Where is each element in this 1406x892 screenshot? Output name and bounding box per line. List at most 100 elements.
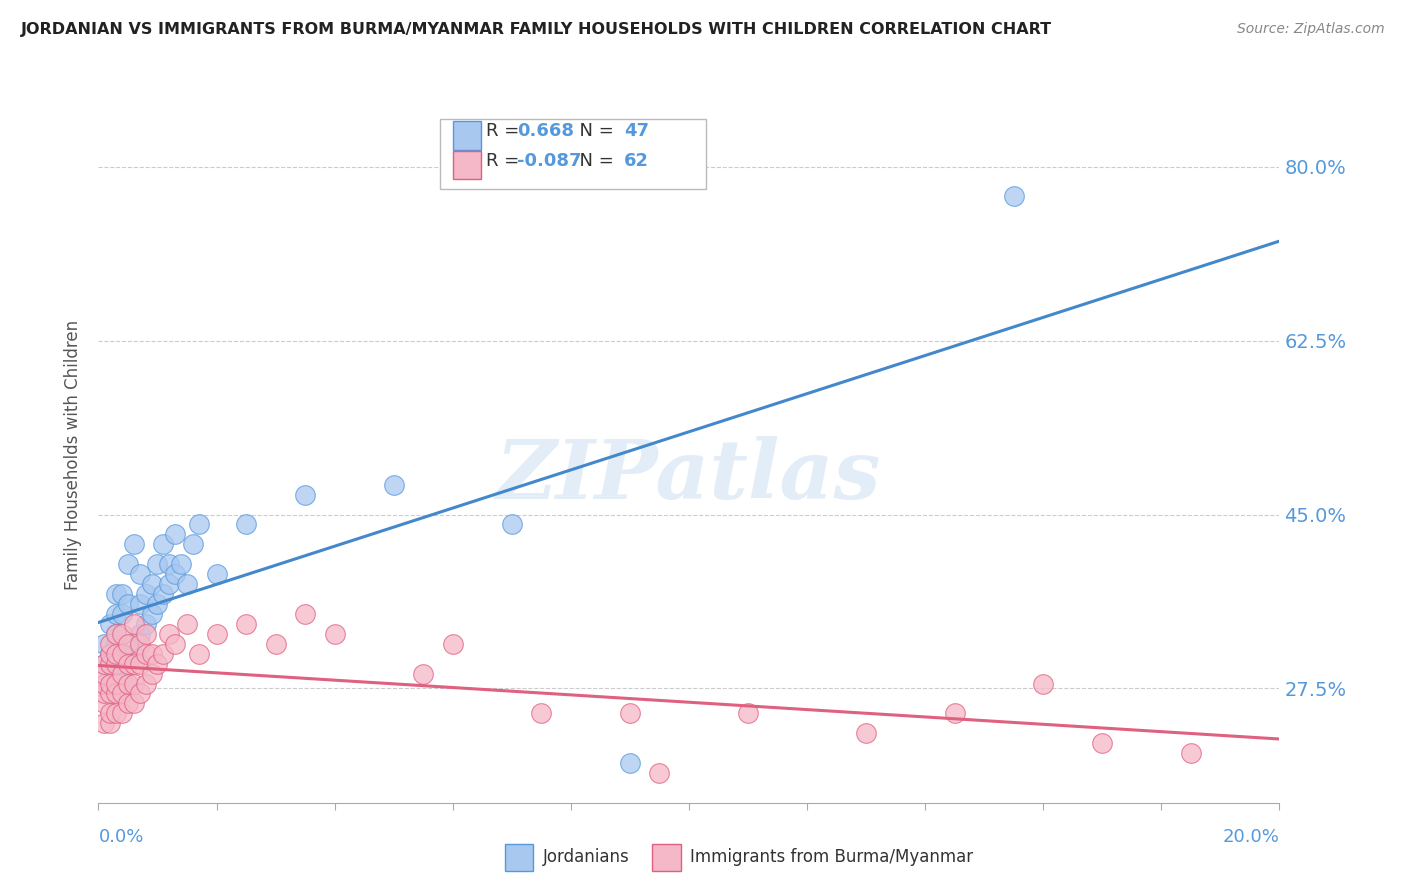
Point bbox=[111, 666, 134, 681]
Point bbox=[98, 657, 121, 671]
Text: 20.0%: 20.0% bbox=[1223, 828, 1279, 846]
Point bbox=[98, 676, 121, 690]
Point bbox=[294, 607, 316, 621]
Text: JORDANIAN VS IMMIGRANTS FROM BURMA/MYANMAR FAMILY HOUSEHOLDS WITH CHILDREN CORRE: JORDANIAN VS IMMIGRANTS FROM BURMA/MYANM… bbox=[21, 22, 1052, 37]
Point bbox=[170, 558, 193, 572]
Point bbox=[122, 676, 145, 690]
Text: ZIPatlas: ZIPatlas bbox=[496, 436, 882, 516]
Point bbox=[187, 647, 209, 661]
Point bbox=[122, 616, 145, 631]
Point bbox=[98, 647, 121, 661]
Point bbox=[111, 587, 134, 601]
Point bbox=[157, 558, 180, 572]
Point bbox=[135, 587, 157, 601]
Point bbox=[157, 627, 180, 641]
Point bbox=[105, 587, 128, 601]
Point bbox=[619, 756, 641, 770]
Point bbox=[141, 666, 163, 681]
Text: R =: R = bbox=[486, 122, 526, 140]
Point bbox=[205, 627, 228, 641]
Point bbox=[141, 577, 163, 591]
Y-axis label: Family Households with Children: Family Households with Children bbox=[65, 320, 83, 590]
Point bbox=[93, 716, 115, 731]
Point bbox=[619, 706, 641, 721]
Point bbox=[128, 657, 150, 671]
Point bbox=[93, 657, 115, 671]
Point bbox=[128, 686, 150, 700]
Point bbox=[146, 558, 169, 572]
Point bbox=[152, 587, 174, 601]
Point bbox=[105, 627, 128, 641]
Point bbox=[501, 517, 523, 532]
Point bbox=[111, 627, 134, 641]
Point bbox=[98, 706, 121, 721]
Point bbox=[111, 647, 134, 661]
Text: Immigrants from Burma/Myanmar: Immigrants from Burma/Myanmar bbox=[690, 848, 973, 866]
Point bbox=[205, 567, 228, 582]
Point bbox=[93, 697, 115, 711]
Point bbox=[117, 637, 139, 651]
Point bbox=[93, 676, 115, 690]
Point bbox=[1180, 746, 1202, 760]
Text: Source: ZipAtlas.com: Source: ZipAtlas.com bbox=[1237, 22, 1385, 37]
Point bbox=[117, 637, 139, 651]
Point bbox=[128, 627, 150, 641]
Point bbox=[111, 686, 134, 700]
Point bbox=[187, 517, 209, 532]
Point bbox=[98, 686, 121, 700]
Point bbox=[93, 666, 115, 681]
Text: Jordanians: Jordanians bbox=[543, 848, 630, 866]
Point bbox=[1032, 676, 1054, 690]
Point bbox=[105, 627, 128, 641]
Point bbox=[141, 607, 163, 621]
Point bbox=[122, 697, 145, 711]
Text: -0.087: -0.087 bbox=[517, 152, 582, 169]
Text: 0.0%: 0.0% bbox=[98, 828, 143, 846]
Point bbox=[117, 657, 139, 671]
Point bbox=[117, 597, 139, 611]
Point bbox=[135, 627, 157, 641]
Text: N =: N = bbox=[568, 122, 620, 140]
Point bbox=[530, 706, 553, 721]
Point bbox=[105, 657, 128, 671]
Text: 47: 47 bbox=[624, 122, 650, 140]
Point bbox=[105, 647, 128, 661]
Point bbox=[111, 607, 134, 621]
Point bbox=[152, 647, 174, 661]
Point bbox=[105, 676, 128, 690]
Point bbox=[93, 657, 115, 671]
Point bbox=[128, 637, 150, 651]
Point bbox=[382, 477, 405, 491]
Point bbox=[117, 697, 139, 711]
Point bbox=[235, 517, 257, 532]
Point bbox=[412, 666, 434, 681]
Point bbox=[737, 706, 759, 721]
Text: 0.668: 0.668 bbox=[517, 122, 575, 140]
Point bbox=[117, 676, 139, 690]
Point bbox=[141, 647, 163, 661]
Point bbox=[105, 637, 128, 651]
Point bbox=[98, 637, 121, 651]
Point bbox=[1002, 189, 1025, 203]
Point bbox=[122, 657, 145, 671]
Point bbox=[93, 686, 115, 700]
Point bbox=[235, 616, 257, 631]
Point bbox=[264, 637, 287, 651]
Point bbox=[323, 627, 346, 641]
Point bbox=[176, 616, 198, 631]
Point bbox=[176, 577, 198, 591]
Point bbox=[117, 558, 139, 572]
Point bbox=[111, 647, 134, 661]
Point bbox=[111, 706, 134, 721]
Text: N =: N = bbox=[568, 152, 620, 169]
Point bbox=[855, 726, 877, 740]
Point bbox=[135, 616, 157, 631]
Point bbox=[128, 567, 150, 582]
Point bbox=[146, 597, 169, 611]
Point bbox=[105, 657, 128, 671]
Point bbox=[441, 637, 464, 651]
Point bbox=[105, 706, 128, 721]
Point bbox=[105, 607, 128, 621]
Point bbox=[98, 716, 121, 731]
Point bbox=[128, 597, 150, 611]
